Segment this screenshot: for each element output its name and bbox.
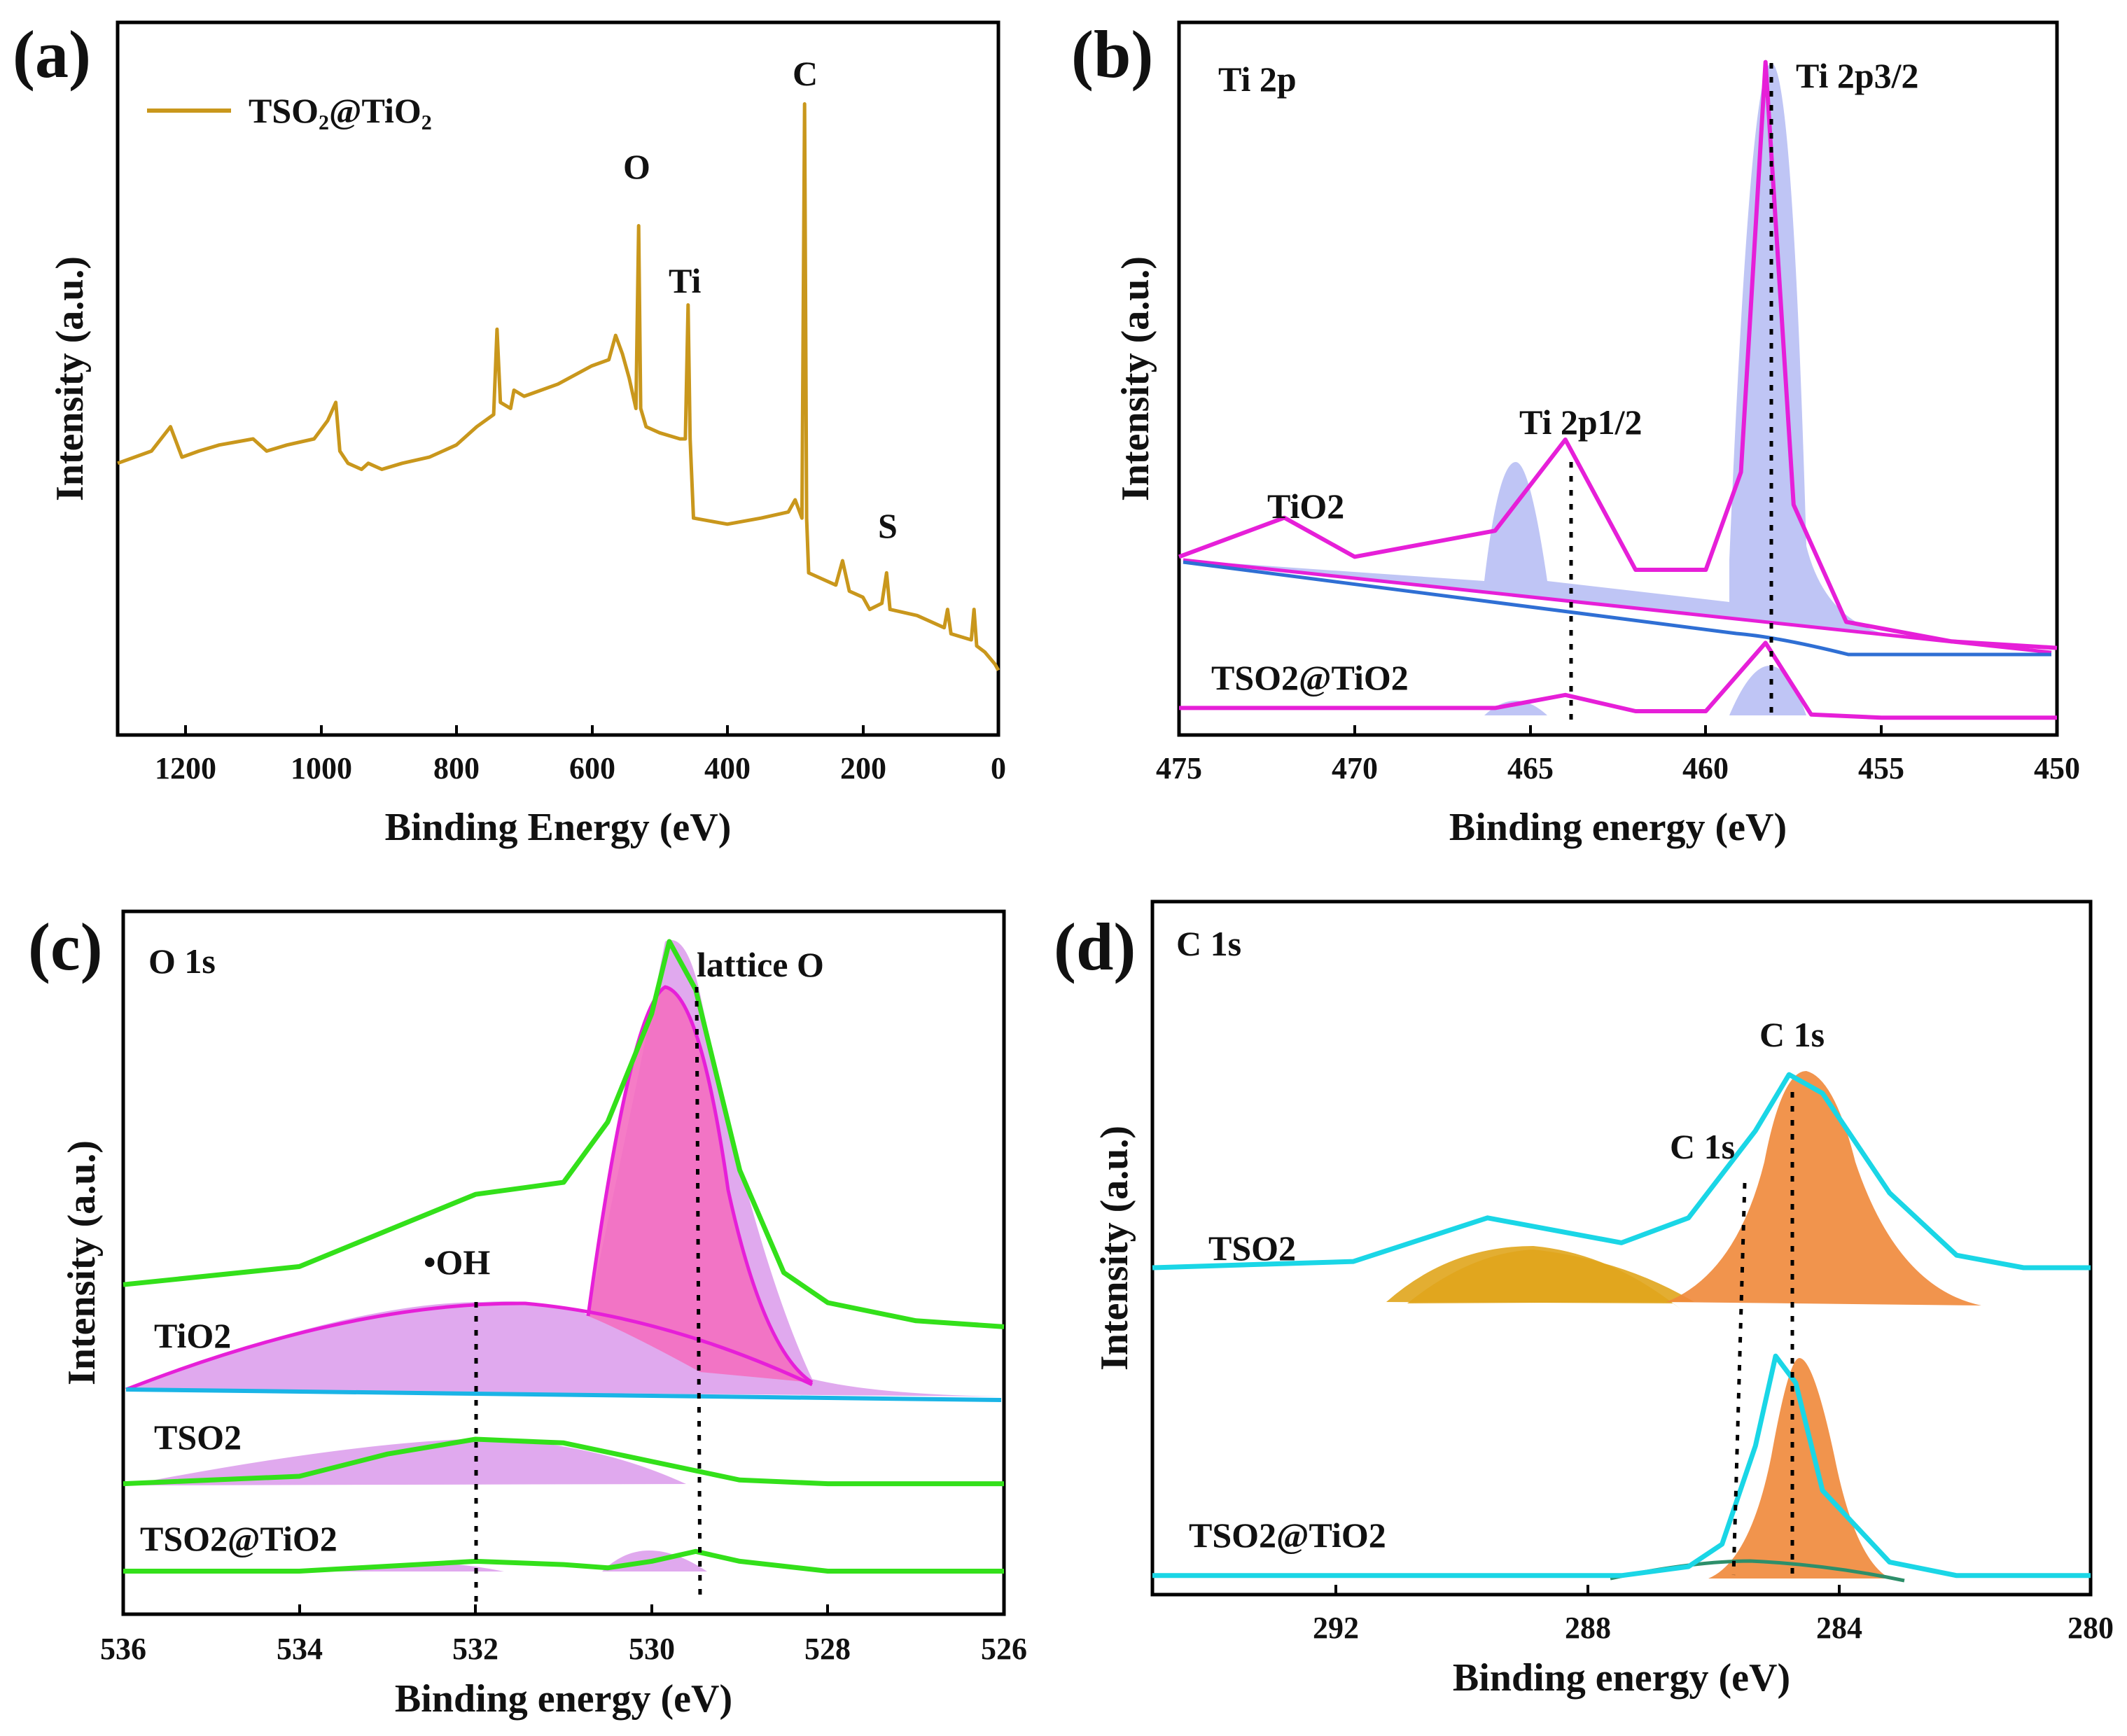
ti2p-fit-envelope-tso2-tio2 [1179,640,2057,720]
x-tick-label: 532 [452,1632,498,1666]
panel-d-frame [1150,899,2093,1597]
c1s-envelope-tso2 [1152,1072,2091,1270]
x-tick-label: 526 [981,1632,1027,1666]
oh-area-fill [126,939,1001,1396]
panel-a-frame [116,20,1000,737]
x-tick-label: 528 [804,1632,851,1666]
x-tick-label: 534 [277,1632,323,1666]
peak-label-o: O [623,147,650,186]
x-tick-label: 455 [1858,751,1904,785]
panel-d-letter: (d) [1054,909,1136,984]
o1s-envelope-tso2-tio2 [123,1548,1004,1574]
panel-c-tick-marks [298,1604,829,1614]
peak-label-s: S [878,506,898,545]
panel-a-x-axis-label: Binding Energy (eV) [385,806,732,849]
oh-label: •OH [424,1242,490,1282]
panel-d-x-axis-label: Binding energy (eV) [1453,1656,1790,1700]
tso2-curve-label: TSO2 [1208,1228,1296,1268]
ti2p-fit-envelope-tio2 [1178,59,2058,650]
tso2-tio2-curve-label: TSO2@TiO2 [1211,658,1409,697]
lattice-o-label: lattice O [697,945,824,984]
panel-b-letter: (b) [1071,17,1153,92]
x-tick-label: 536 [100,1632,146,1666]
x-tick-label: 465 [1507,751,1554,785]
o1s-envelope-tso2 [123,1436,1004,1487]
panel-c: (c) O 1s lattice O •OH TiO2 TSO2 TSO2@Ti… [28,909,1027,1721]
panel-b-x-ticks: 475 470 465 460 455 450 [1156,751,2080,785]
panel-d: (d) C 1s C 1s C 1s TSO2 TSO2@TiO2 292 28… [1054,899,2114,1700]
legend-label: TSO₂@TiO₂ [249,91,432,130]
ti2p-baseline-blue [1183,560,2051,657]
peak-label-c: C [793,54,818,93]
panel-a-tick-marks [184,725,865,735]
tso2-o1s-fill [126,1438,686,1485]
tio2-curve-label: TiO2 [154,1316,231,1355]
o1s-title: O 1s [148,941,216,981]
panel-d-x-ticks: 292 288 284 280 [1313,1611,2114,1645]
panel-c-y-axis-label: Intensity (a.u.) [60,1140,104,1385]
lattice-o-guide-line [695,986,702,1604]
tso2-tio2-curve-label: TSO2@TiO2 [140,1519,337,1558]
tso2-secondary-fill [1407,1250,1694,1303]
peak-label-ti: Ti [669,261,701,300]
panel-b-frame [1177,20,2059,737]
panel-b-tick-marks [1353,725,1883,735]
tso2-tio2-c1s-fill [1708,1358,1890,1578]
panel-c-frame [121,909,1006,1616]
x-tick-label: 600 [569,751,615,785]
x-tick-label: 280 [2067,1611,2114,1645]
panel-d-tick-marks [1334,1585,1841,1595]
ti2p-background-line [1183,558,2052,654]
ti2p-area-fill [1183,63,2051,652]
panel-b-y-axis-label: Intensity (a.u.) [1114,256,1157,501]
tso2-curve-label: TSO2 [154,1418,242,1457]
x-tick-label: 0 [991,751,1006,785]
panel-c-x-ticks: 536 534 532 530 528 526 [100,1632,1027,1666]
ti2p-title: Ti 2p [1218,59,1297,99]
o1s-envelope-tio2 [123,939,1005,1329]
lattice-o-area-fill [588,987,812,1382]
x-tick-label: 200 [840,751,886,785]
panel-a-letter: (a) [13,17,91,92]
x-tick-label: 292 [1313,1611,1359,1645]
panel-a: (a) TSO₂@TiO₂ C O Ti S 1200 1000 800 600… [13,17,1006,849]
x-tick-label: 475 [1156,751,1202,785]
ti2p32-label: Ti 2p3/2 [1796,56,1919,95]
x-tick-label: 460 [1682,751,1729,785]
x-tick-label: 400 [704,751,751,785]
tio2-curve-label: TiO2 [1267,486,1344,526]
lattice-o-component-curve [586,985,814,1385]
panel-c-x-axis-label: Binding energy (eV) [395,1677,732,1721]
panel-a-x-ticks: 1200 1000 800 600 400 200 0 [155,751,1006,785]
oh-component-curve [125,1301,814,1392]
c1s-main-label: C 1s [1759,1015,1825,1054]
tso2-tio2-ti2p-fill [1484,666,1806,715]
panel-b: (b) Ti 2p Ti 2p3/2 Ti 2p1/2 TiO2 TSO2@Ti… [1071,17,2080,849]
c1s-secondary-label: C 1s [1670,1127,1735,1166]
ti2p12-label: Ti 2p1/2 [1519,402,1643,442]
panel-d-y-axis-label: Intensity (a.u.) [1093,1126,1136,1371]
tso2-c1s-main-fill [1666,1071,1981,1306]
panel-c-letter: (c) [28,909,103,984]
x-tick-label: 470 [1332,751,1378,785]
x-tick-label: 450 [2034,751,2080,785]
c1s-envelope-tso2-tio2 [1152,1353,2091,1578]
c1s-guide-line-1 [1731,1182,1747,1576]
panel-b-x-axis-label: Binding energy (eV) [1449,806,1787,849]
c1s-title: C 1s [1176,924,1241,963]
tso2-tio2-curve-label: TSO2@TiO2 [1189,1516,1386,1555]
panel-a-y-axis-label: Intensity (a.u.) [48,256,92,501]
o1s-baseline [125,1387,1002,1402]
x-tick-label: 800 [433,751,480,785]
x-tick-label: 1200 [155,751,216,785]
survey-spectrum-line [117,102,1000,671]
x-tick-label: 288 [1565,1611,1611,1645]
x-tick-label: 530 [629,1632,675,1666]
x-tick-label: 284 [1816,1611,1862,1645]
x-tick-label: 1000 [291,751,352,785]
